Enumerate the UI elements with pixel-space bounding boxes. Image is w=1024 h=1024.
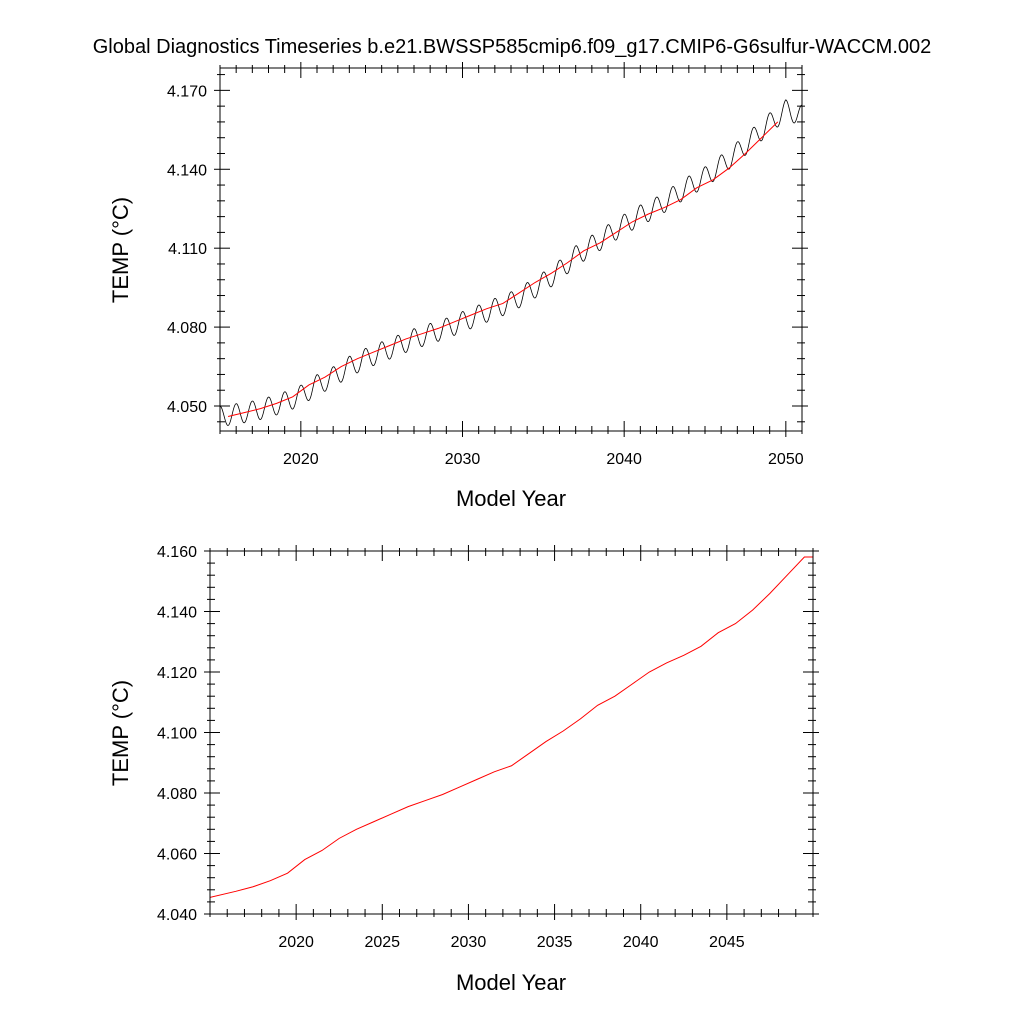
bottom-chart-x-tick-label: 2030: [451, 934, 487, 951]
bottom-chart-y-axis-label: TEMP (°C): [108, 680, 133, 786]
bottom-chart-x-tick-label: 2035: [537, 934, 573, 951]
top-chart-x-tick-label: 2030: [445, 451, 481, 468]
bottom-chart-annual-series-line: [210, 556, 813, 898]
top-chart-annual-series-line: [227, 121, 779, 418]
bottom-chart-panel: 2020 2025 2030 2035 2040 2045 4.040 4.060 4.080 4…: [108, 544, 819, 995]
top-chart-marks: [220, 99, 802, 426]
top-chart-ticks: [214, 62, 808, 437]
bottom-chart-y-tick-label: 4.060: [157, 847, 197, 864]
top-chart-y-tick-label: 4.110: [168, 241, 207, 258]
top-chart-x-tick-label: 2050: [768, 451, 804, 468]
top-chart-x-tick-label: 2020: [283, 451, 319, 468]
top-chart-x-axis-label: Model Year: [456, 486, 566, 511]
bottom-chart-y-tick-label: 4.100: [157, 726, 197, 743]
top-chart-y-tick-label: 4.080: [167, 320, 207, 337]
bottom-chart-y-tick-label: 4.080: [157, 786, 197, 803]
top-chart-tick-labels: 2020 2030 2040 2050 4.050 4.080 4.110 4.140 4.17…: [167, 83, 804, 468]
bottom-chart-tick-labels: 2020 2025 2030 2035 2040 2045 4.040 4.060 4.080 4…: [157, 544, 745, 951]
top-chart-y-axis-label: TEMP (°C): [108, 197, 133, 303]
bottom-chart-y-tick-label: 4.120: [157, 665, 197, 682]
bottom-chart-x-tick-label: 2045: [709, 934, 745, 951]
top-chart-y-tick-label: 4.170: [167, 83, 207, 100]
top-chart-x-tick-label: 2040: [606, 451, 642, 468]
bottom-chart-y-tick-label: 4.140: [157, 605, 197, 622]
bottom-chart-x-tick-label: 2040: [623, 934, 659, 951]
bottom-chart-y-tick-label: 4.160: [157, 544, 197, 561]
bottom-chart-x-axis-label: Model Year: [456, 970, 566, 995]
figure-title: Global Diagnostics Timeseries b.e21.BWSS…: [93, 36, 932, 58]
top-chart-y-tick-label: 4.050: [167, 399, 207, 416]
top-chart-monthly-series-line: [220, 99, 802, 426]
bottom-chart-x-tick-label: 2020: [278, 934, 314, 951]
bottom-chart-ticks: [204, 545, 819, 920]
bottom-chart-marks: [210, 556, 813, 898]
top-chart-y-tick-label: 4.140: [167, 162, 207, 179]
bottom-chart-y-tick-label: 4.040: [157, 907, 197, 924]
bottom-chart-x-tick-label: 2025: [364, 934, 400, 951]
top-chart-panel: 2020 2030 2040 2050 4.050 4.080 4.110 4.140 4.17…: [108, 62, 808, 511]
